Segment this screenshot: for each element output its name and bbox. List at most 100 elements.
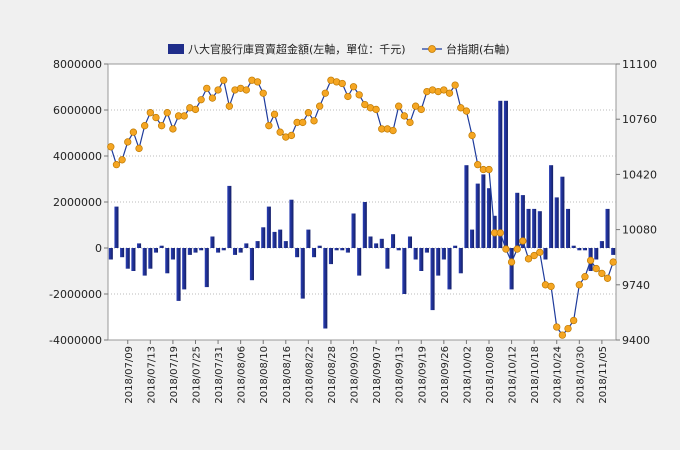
line-point bbox=[107, 143, 115, 151]
bar bbox=[193, 248, 198, 253]
bar bbox=[571, 245, 576, 248]
line-point bbox=[558, 331, 567, 339]
line-point bbox=[564, 324, 572, 333]
line-point bbox=[530, 251, 538, 260]
bar bbox=[554, 197, 559, 248]
bar bbox=[227, 185, 232, 248]
line-point bbox=[242, 86, 250, 94]
bar bbox=[125, 248, 130, 269]
bar bbox=[170, 248, 175, 260]
line-point bbox=[299, 118, 307, 127]
bar bbox=[159, 245, 164, 248]
bar bbox=[441, 248, 446, 260]
left-tick-label: 2000000 bbox=[53, 196, 102, 209]
bar bbox=[216, 248, 221, 253]
bar bbox=[582, 248, 587, 251]
x-tick-label: 2018/09/26 bbox=[440, 346, 451, 404]
bar bbox=[272, 231, 277, 248]
line-point bbox=[141, 122, 149, 130]
line-point bbox=[581, 273, 589, 281]
line-point bbox=[609, 258, 617, 266]
bar bbox=[498, 100, 503, 248]
line-point bbox=[513, 245, 521, 253]
x-tick-label: 2018/07/13 bbox=[146, 346, 157, 404]
line-point bbox=[496, 229, 504, 237]
line-point bbox=[519, 237, 527, 245]
x-tick-label: 2018/08/10 bbox=[259, 346, 270, 404]
bar bbox=[261, 227, 266, 248]
bar bbox=[153, 248, 159, 253]
right-tick-label: 10760 bbox=[622, 113, 657, 126]
line-point bbox=[389, 126, 397, 135]
x-axis: 2018/07/09 2018/07/13 2018/07/19 2018/07/25… bbox=[124, 340, 609, 404]
line-point bbox=[457, 104, 465, 112]
line-point bbox=[411, 102, 420, 110]
left-tick-label: 0 bbox=[95, 242, 102, 255]
bar bbox=[453, 245, 458, 248]
left-tick-label: 8000000 bbox=[53, 58, 102, 71]
line-point bbox=[265, 122, 273, 130]
bar bbox=[278, 229, 283, 248]
line-point bbox=[507, 258, 516, 266]
bar bbox=[374, 243, 379, 248]
line-point bbox=[152, 113, 160, 122]
bar bbox=[323, 248, 328, 329]
line-point bbox=[129, 128, 138, 136]
bar bbox=[300, 248, 305, 299]
line-point bbox=[603, 274, 612, 282]
line-point bbox=[304, 109, 313, 117]
left-tick-label: -4000000 bbox=[49, 334, 102, 347]
line-point bbox=[208, 94, 217, 102]
bar bbox=[577, 248, 582, 251]
line-point bbox=[163, 109, 171, 117]
x-tick-label: 2018/09/19 bbox=[417, 346, 428, 404]
bar bbox=[340, 248, 345, 251]
bar bbox=[379, 238, 384, 248]
x-tick-label: 2018/09/07 bbox=[372, 346, 383, 404]
x-tick-label: 2018/08/16 bbox=[282, 346, 293, 404]
line-series bbox=[107, 76, 617, 339]
line-point bbox=[468, 131, 476, 140]
line-point bbox=[112, 161, 121, 169]
line-point bbox=[361, 100, 369, 109]
bar bbox=[605, 208, 610, 248]
bar bbox=[244, 243, 249, 248]
bar bbox=[402, 248, 407, 294]
x-tick-label: 2018/10/30 bbox=[575, 346, 586, 404]
bar bbox=[232, 248, 238, 255]
bar bbox=[199, 248, 204, 251]
x-tick-label: 2018/07/31 bbox=[214, 346, 225, 404]
bar bbox=[148, 248, 153, 269]
line-point bbox=[598, 269, 606, 278]
line-point bbox=[135, 144, 143, 153]
x-tick-label: 2018/10/24 bbox=[553, 346, 564, 404]
line-point bbox=[586, 256, 595, 265]
bar bbox=[436, 248, 441, 276]
legend-line-label: 台指期(右軸) bbox=[446, 42, 510, 56]
bar bbox=[266, 206, 271, 248]
x-tick-label: 2018/09/13 bbox=[395, 346, 406, 404]
bar bbox=[165, 248, 170, 274]
x-tick-label: 2018/09/03 bbox=[350, 346, 361, 404]
bar bbox=[594, 248, 599, 260]
line-point bbox=[197, 96, 205, 104]
line-point bbox=[547, 282, 555, 291]
legend-bar-label: 八大官股行庫買賣超金額(左軸，單位：千元) bbox=[188, 42, 406, 56]
line-point bbox=[259, 89, 267, 97]
bar bbox=[413, 248, 418, 260]
bar bbox=[255, 241, 260, 248]
bar bbox=[458, 248, 463, 274]
x-tick-label: 2018/07/09 bbox=[124, 346, 135, 404]
bar bbox=[385, 248, 390, 269]
line-point bbox=[180, 112, 188, 120]
bar bbox=[238, 248, 243, 253]
legend-bar-swatch bbox=[168, 44, 184, 54]
line-point bbox=[157, 122, 166, 130]
bar bbox=[120, 248, 125, 258]
line-point bbox=[536, 248, 544, 256]
bar bbox=[509, 248, 514, 290]
right-axis: 9400 9740 10080 10420 10760 11100 bbox=[616, 58, 657, 347]
bar bbox=[470, 229, 475, 248]
line-point bbox=[310, 117, 318, 125]
bar bbox=[137, 243, 142, 248]
